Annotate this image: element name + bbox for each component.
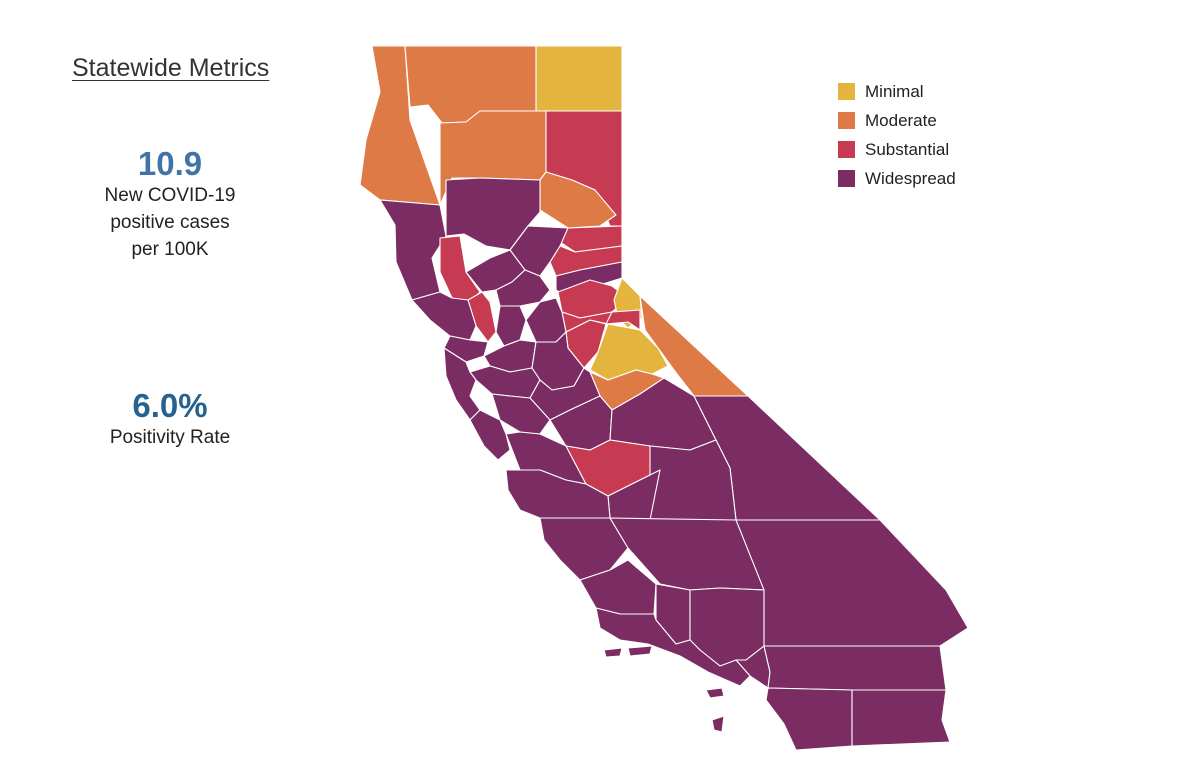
positivity-metric: 6.0% Positivity Rate: [70, 388, 270, 451]
county-region-widespread[interactable]: [595, 607, 751, 687]
county-region-widespread[interactable]: [443, 347, 481, 421]
case-rate-metric: 10.9 New COVID-19 positive cases per 100…: [70, 146, 270, 263]
county-region-widespread[interactable]: [763, 645, 947, 691]
county-region-widespread[interactable]: [505, 469, 611, 519]
county-region-widespread[interactable]: [765, 687, 853, 751]
map-legend: Minimal Moderate Substantial Widespread: [838, 77, 956, 193]
county-region-widespread[interactable]: [627, 645, 653, 657]
legend-item: Widespread: [838, 164, 956, 193]
statewide-metrics-title: Statewide Metrics: [72, 54, 270, 82]
county-region-widespread[interactable]: [705, 687, 725, 699]
positivity-value: 6.0%: [132, 387, 208, 424]
legend-label: Moderate: [865, 110, 937, 130]
legend-swatch: [838, 112, 855, 129]
county-region-minimal[interactable]: [535, 45, 623, 112]
county-region-widespread[interactable]: [491, 393, 551, 435]
case-rate-value: 10.9: [137, 145, 203, 182]
county-region-widespread[interactable]: [851, 689, 951, 747]
positivity-label: Positivity Rate: [109, 427, 231, 448]
county-region-widespread[interactable]: [379, 199, 447, 301]
legend-swatch: [838, 141, 855, 158]
county-region-widespread[interactable]: [469, 365, 541, 399]
legend-label: Substantial: [865, 139, 950, 159]
legend-item: Substantial: [838, 135, 956, 164]
county-region-widespread[interactable]: [411, 291, 477, 341]
case-rate-label-line-1: New COVID-19: [104, 185, 236, 206]
case-rate-label-line-2: positive cases: [110, 212, 230, 233]
legend-item: Minimal: [838, 77, 956, 106]
county-region-widespread[interactable]: [603, 647, 623, 658]
legend-label: Widespread: [865, 168, 956, 188]
county-region-substantial[interactable]: [605, 309, 641, 331]
county-region-widespread[interactable]: [711, 715, 725, 733]
legend-item: Moderate: [838, 106, 956, 135]
case-rate-label-line-3: per 100K: [131, 239, 209, 260]
legend-swatch: [838, 83, 855, 100]
county-region-widespread[interactable]: [735, 519, 969, 647]
legend-swatch: [838, 170, 855, 187]
county-region-widespread[interactable]: [469, 409, 511, 461]
legend-label: Minimal: [865, 81, 924, 101]
